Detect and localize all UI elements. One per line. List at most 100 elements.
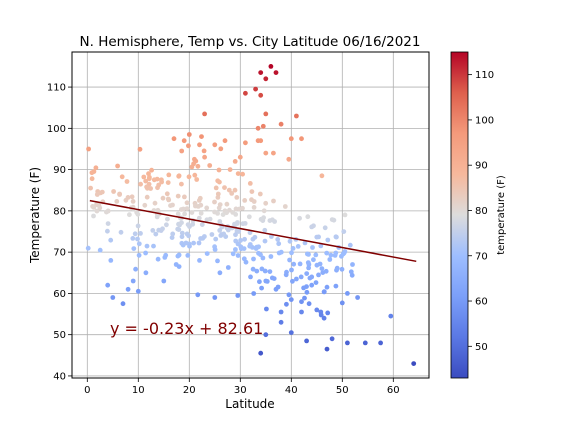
data-point bbox=[232, 159, 238, 164]
data-point bbox=[138, 231, 143, 236]
data-point bbox=[131, 246, 137, 252]
data-point bbox=[334, 265, 340, 271]
data-point bbox=[251, 205, 257, 210]
data-point bbox=[237, 154, 243, 160]
x-tick-label: 20 bbox=[183, 385, 196, 396]
data-point bbox=[197, 142, 202, 148]
data-point bbox=[207, 216, 213, 222]
data-point bbox=[264, 306, 269, 312]
y-axis-label: Temperature (F) bbox=[28, 167, 42, 264]
data-point bbox=[242, 198, 248, 203]
data-point bbox=[334, 234, 339, 240]
data-point bbox=[196, 240, 202, 246]
data-point bbox=[124, 179, 130, 184]
data-point bbox=[168, 203, 173, 209]
colorbar-tick-label: 70 bbox=[475, 251, 488, 262]
data-point bbox=[133, 266, 139, 272]
data-point bbox=[209, 232, 215, 237]
data-point bbox=[286, 292, 292, 298]
data-point bbox=[318, 312, 324, 318]
data-point bbox=[125, 286, 131, 292]
data-point bbox=[238, 244, 244, 250]
data-point bbox=[284, 301, 289, 307]
data-point bbox=[155, 256, 161, 262]
data-point bbox=[263, 150, 269, 156]
y-axis: 40 50 60 70 80 90 100 110 bbox=[47, 83, 72, 382]
data-point bbox=[166, 172, 172, 178]
data-point bbox=[199, 222, 205, 228]
data-point bbox=[261, 208, 267, 214]
data-point bbox=[263, 278, 269, 284]
data-point bbox=[222, 138, 228, 144]
data-point bbox=[143, 250, 149, 256]
data-point bbox=[176, 252, 182, 258]
colorbar-tick-label: 50 bbox=[475, 342, 488, 353]
data-point bbox=[165, 180, 171, 186]
data-point bbox=[105, 228, 110, 234]
data-point bbox=[304, 338, 309, 344]
data-point bbox=[185, 253, 191, 258]
data-point bbox=[287, 238, 293, 244]
data-point bbox=[212, 142, 218, 148]
data-point bbox=[119, 174, 125, 180]
data-point bbox=[191, 240, 197, 246]
data-point bbox=[261, 215, 266, 221]
data-point bbox=[263, 332, 269, 338]
data-point bbox=[176, 173, 182, 179]
data-point bbox=[196, 215, 202, 221]
data-point bbox=[200, 235, 206, 241]
data-point bbox=[195, 163, 201, 169]
data-point bbox=[159, 179, 165, 185]
data-point bbox=[262, 268, 268, 274]
data-point bbox=[243, 140, 248, 146]
data-point bbox=[316, 234, 321, 240]
data-point bbox=[126, 212, 132, 218]
data-point bbox=[176, 264, 182, 269]
data-point bbox=[246, 214, 252, 220]
data-point bbox=[194, 177, 200, 182]
data-point bbox=[170, 231, 176, 237]
data-point bbox=[186, 233, 192, 239]
colorbar-tick-label: 90 bbox=[475, 161, 488, 172]
data-point bbox=[184, 206, 190, 212]
data-point bbox=[271, 198, 276, 204]
data-point bbox=[197, 195, 203, 201]
data-point bbox=[181, 138, 187, 144]
data-point bbox=[341, 229, 347, 235]
data-point bbox=[204, 251, 210, 256]
data-point bbox=[253, 86, 258, 92]
data-point bbox=[130, 278, 136, 284]
data-point bbox=[162, 255, 168, 260]
data-point bbox=[258, 70, 264, 75]
x-tick-label: 60 bbox=[387, 385, 400, 396]
data-point bbox=[105, 282, 111, 288]
data-point bbox=[298, 274, 304, 280]
data-point bbox=[289, 267, 294, 273]
data-point bbox=[165, 216, 170, 222]
data-point bbox=[263, 111, 269, 117]
data-point bbox=[129, 194, 135, 200]
data-point bbox=[235, 253, 241, 258]
data-point bbox=[305, 214, 311, 220]
data-point bbox=[179, 220, 184, 226]
x-tick-label: 40 bbox=[285, 385, 298, 396]
data-point bbox=[91, 205, 97, 210]
data-point bbox=[251, 256, 256, 262]
data-point bbox=[328, 252, 334, 258]
data-point bbox=[91, 213, 96, 219]
y-tick-label: 70 bbox=[53, 248, 66, 259]
data-point bbox=[186, 143, 191, 149]
data-point bbox=[251, 199, 257, 204]
data-point bbox=[258, 92, 264, 98]
data-point bbox=[160, 226, 165, 232]
data-point bbox=[216, 167, 222, 173]
data-point bbox=[320, 270, 326, 275]
data-point bbox=[154, 214, 160, 220]
data-point bbox=[299, 136, 304, 142]
chart-title: N. Hemisphere, Temp vs. City Latitude 06… bbox=[80, 34, 421, 50]
data-point bbox=[137, 146, 143, 152]
data-point bbox=[85, 245, 91, 251]
data-point bbox=[144, 184, 150, 190]
data-point bbox=[278, 121, 284, 127]
